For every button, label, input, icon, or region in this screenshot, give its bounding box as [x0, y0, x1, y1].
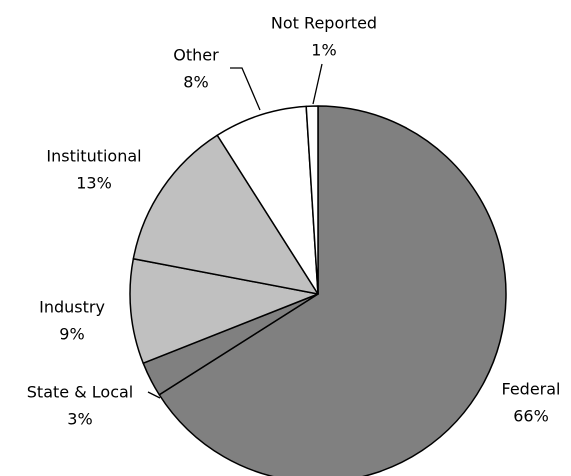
pie-slice	[305, 105, 319, 295]
slice-label: Federal	[502, 380, 561, 399]
slice-label: Industry	[39, 298, 105, 317]
labels: Federal 66% State & Local 3% Industry 9% Insti…	[27, 14, 561, 429]
leader-line	[147, 391, 161, 399]
pie-slice	[132, 134, 319, 295]
pie-slice	[216, 105, 319, 295]
slice-value-label: 3%	[67, 410, 92, 429]
slice-value-label: 1%	[311, 41, 336, 60]
slice-value-label: 8%	[183, 73, 208, 92]
slice-label: Institutional	[46, 147, 141, 166]
slice-label: State & Local	[27, 383, 133, 402]
pie	[129, 105, 507, 476]
slice-label: Other	[173, 46, 219, 65]
slice-value-label: 13%	[76, 174, 112, 193]
pie-slice	[158, 105, 507, 476]
leader-line	[230, 67, 261, 111]
pie-slice	[129, 258, 319, 364]
slice-label: Not Reported	[271, 14, 377, 33]
slice-value-label: 66%	[513, 407, 549, 426]
slice-value-label: 9%	[59, 325, 84, 344]
leader-line	[312, 63, 323, 105]
